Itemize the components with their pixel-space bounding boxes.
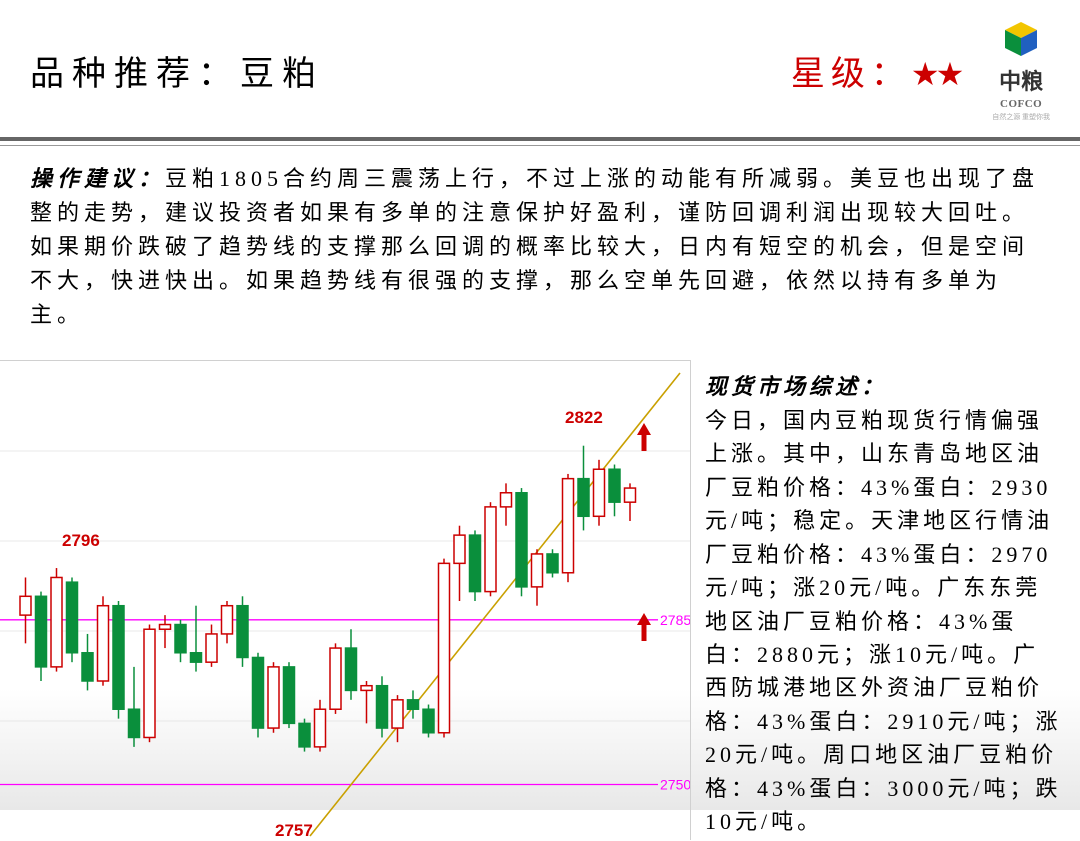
svg-text:2796: 2796 (62, 531, 100, 550)
logo-cn: 中粮 (999, 64, 1043, 96)
advice-label: 操作建议： (30, 166, 165, 191)
page-title: 品种推荐：豆粕 (30, 46, 324, 95)
svg-text:2822: 2822 (565, 408, 603, 427)
summary-block: 现货市场综述： 今日，国内豆粕现货行情偏强上涨。其中，山东青岛地区油厂豆粕价格：4… (691, 360, 1080, 840)
advice-block: 操作建议：豆粕1805合约周三震荡上行，不过上涨的动能有所减弱。美豆也出现了盘整… (0, 162, 1080, 332)
summary-label: 现货市场综述： (705, 374, 887, 399)
svg-text:2750: 2750 (660, 777, 690, 793)
rating-stars: ★★ (911, 56, 960, 92)
divider-thick (0, 137, 1080, 141)
advice-text: 豆粕1805合约周三震荡上行，不过上涨的动能有所减弱。美豆也出现了盘整的走势，建… (30, 166, 1039, 327)
candlestick-chart: 2785 2750 2796 2822 2757 (0, 360, 691, 840)
header: 品种推荐：豆粕 星级：★★ 中粮 COFCO 自然之源 重塑你我 (0, 0, 1080, 137)
logo: 中粮 COFCO 自然之源 重塑你我 (992, 18, 1050, 122)
logo-tagline: 自然之源 重塑你我 (992, 112, 1050, 122)
title-value: 豆粕 (240, 56, 324, 93)
divider-thin (0, 145, 1080, 146)
logo-text: 中粮 (999, 64, 1043, 96)
rating-label: 星级： (791, 56, 911, 93)
logo-en: COFCO (1000, 98, 1042, 110)
title-label: 品种推荐： (30, 56, 240, 93)
summary-text: 今日，国内豆粕现货行情偏强上涨。其中，山东青岛地区油厂豆粕价格：43%蛋白：29… (705, 408, 1061, 834)
logo-cube-icon (999, 18, 1043, 62)
svg-text:2785: 2785 (660, 612, 690, 628)
svg-text:2757: 2757 (275, 821, 313, 840)
rating: 星级：★★ (791, 46, 960, 95)
lower-section: 2785 2750 2796 2822 2757 现货市场综述： 今日，国内豆粕现货行情偏… (0, 360, 1080, 840)
